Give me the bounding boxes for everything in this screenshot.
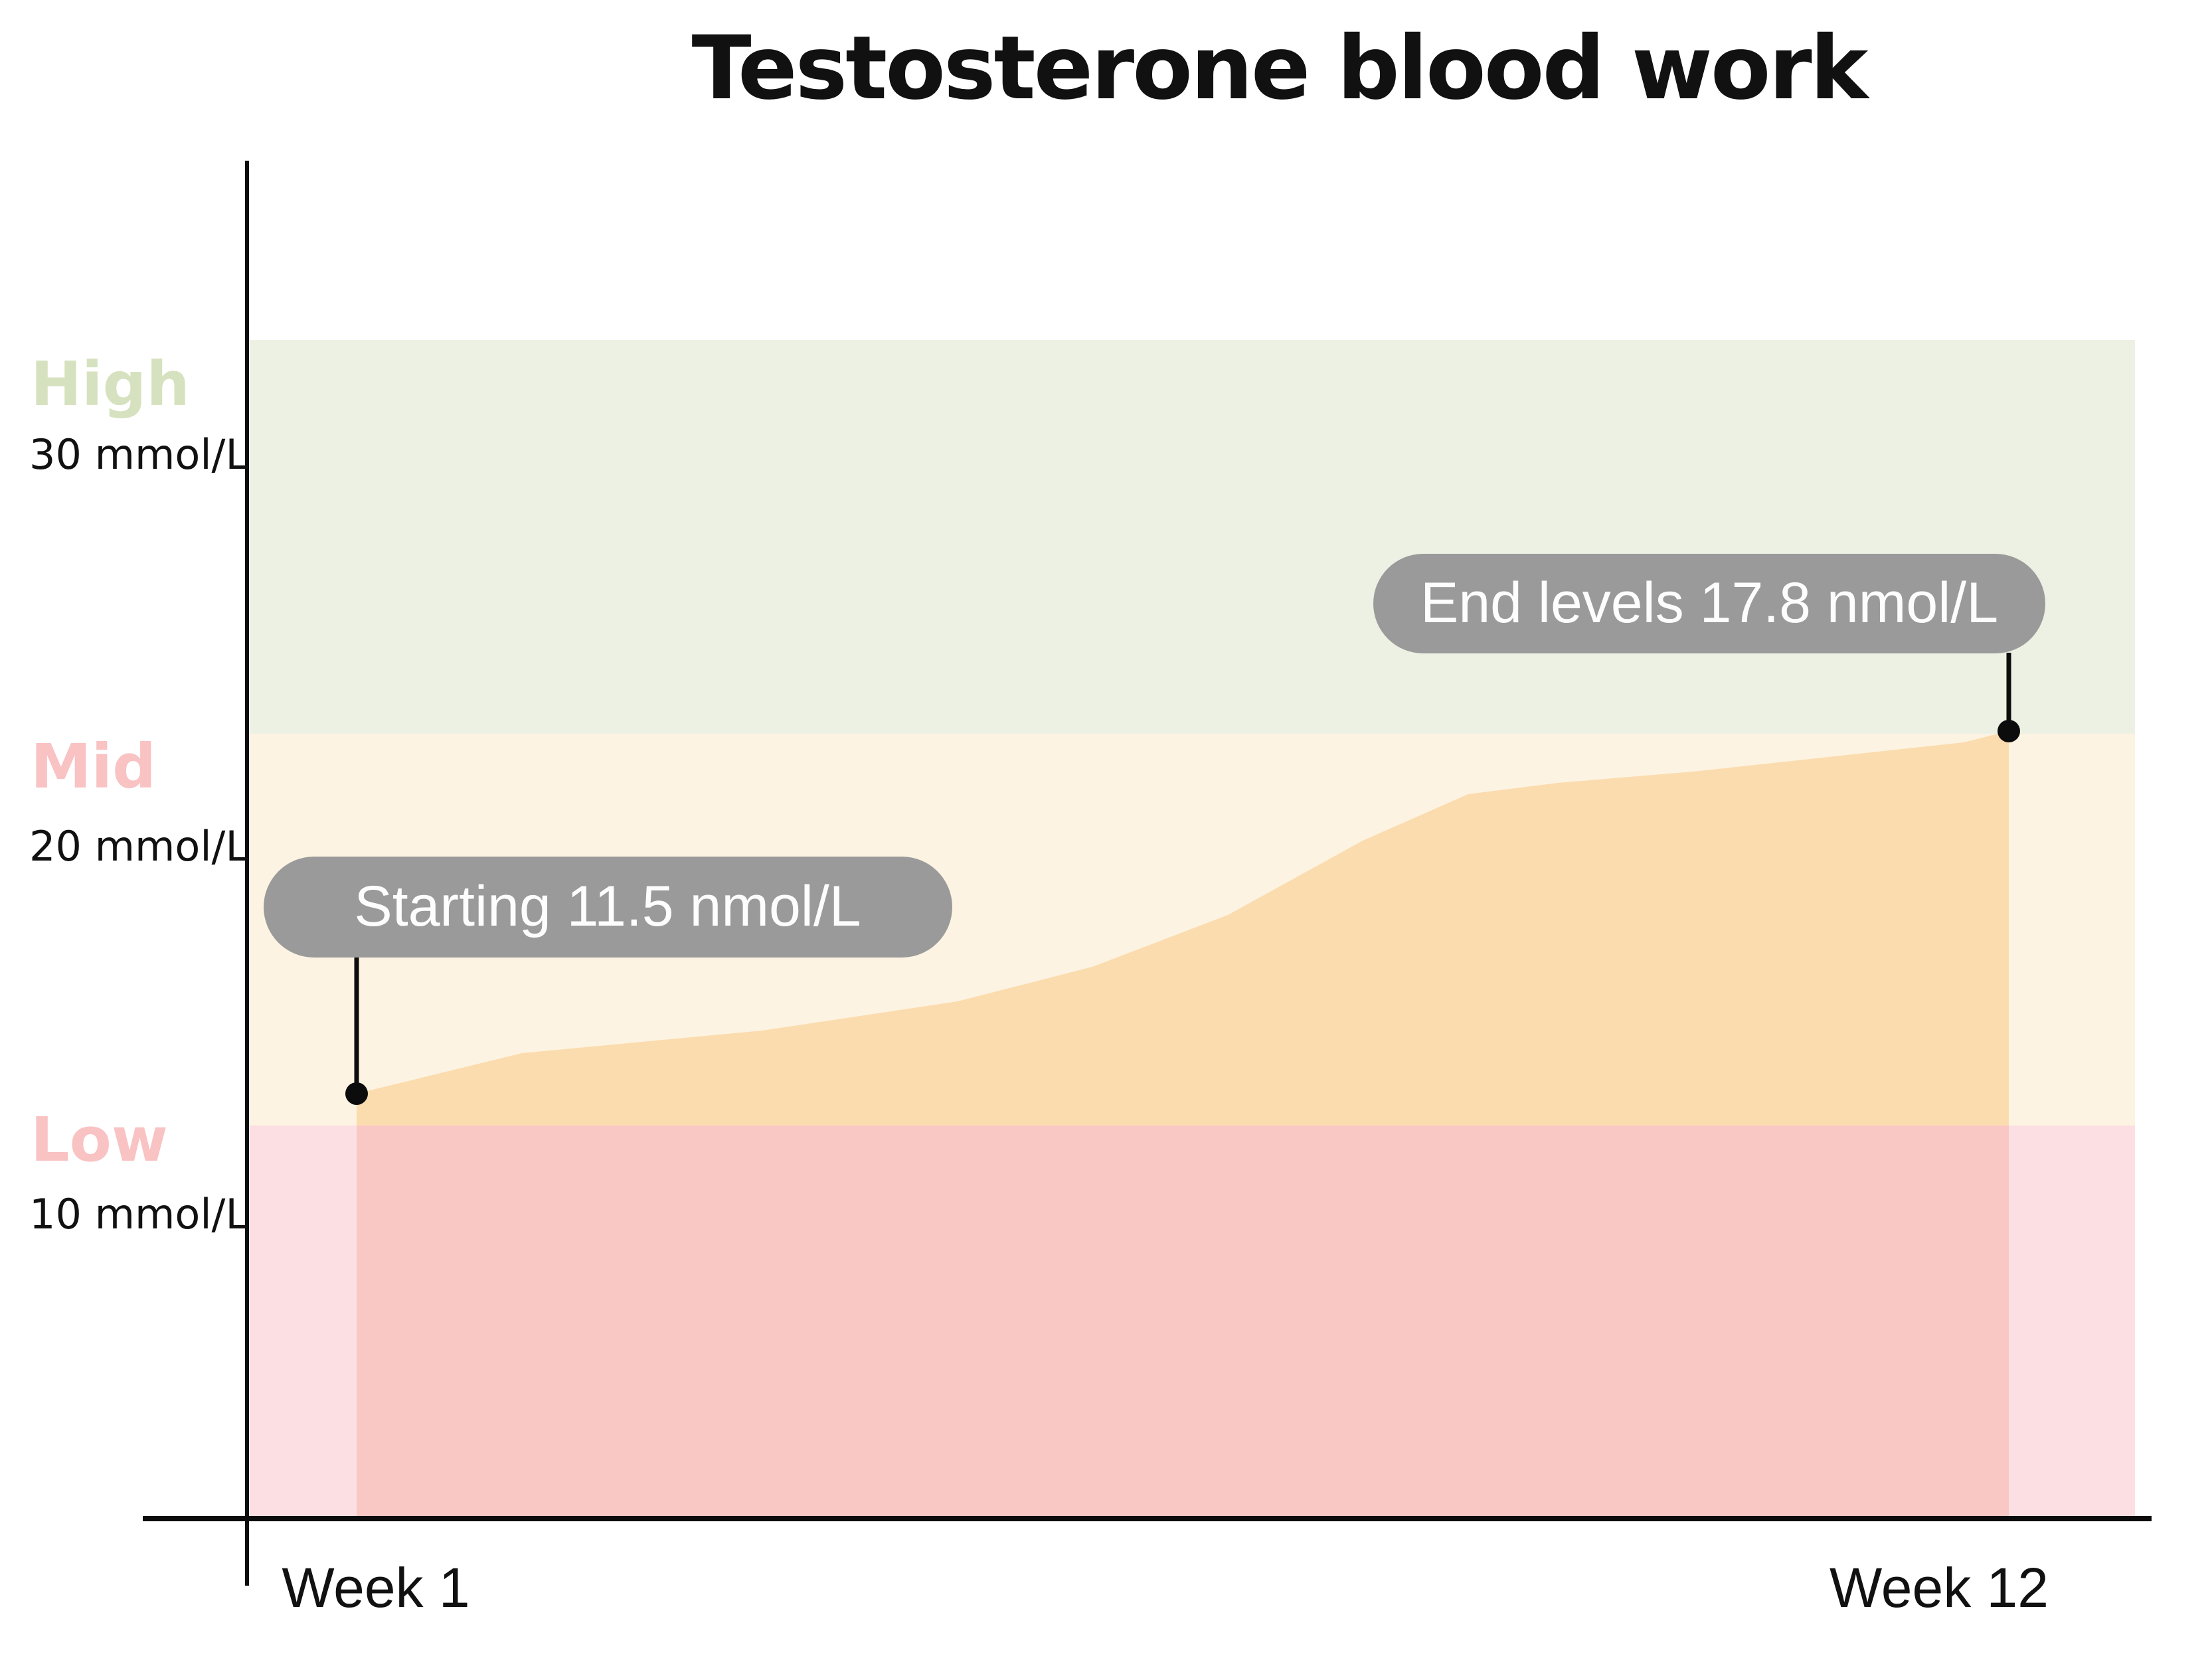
chart-title: Testosterone blood work xyxy=(692,17,1871,120)
band-high xyxy=(250,340,2135,734)
tick-label-10: 10 mmol/L xyxy=(29,1190,248,1238)
end-annotation-label: End levels 17.8 nmol/L xyxy=(1420,571,1998,635)
band-label-low: Low xyxy=(31,1104,168,1175)
start-annotation-label: Starting 11.5 nmol/L xyxy=(354,875,861,938)
series-area xyxy=(357,731,2009,1126)
y-axis-line xyxy=(245,161,249,1586)
tick-label-20: 20 mmol/L xyxy=(29,822,248,871)
x-axis-line xyxy=(143,1516,2152,1521)
end-point-dot xyxy=(1998,720,2020,742)
band-low-active xyxy=(357,1126,2009,1517)
tick-label-30: 30 mmol/L xyxy=(29,430,248,479)
x-tick-week-1: Week 1 xyxy=(282,1556,469,1619)
start-point-dot xyxy=(345,1082,368,1105)
end-annotation-pill xyxy=(1373,554,2045,653)
band-label-high: High xyxy=(31,349,190,420)
start-annotation-pill xyxy=(264,857,952,958)
x-tick-week-12: Week 12 xyxy=(1829,1556,2049,1619)
band-label-mid: Mid xyxy=(31,731,156,802)
